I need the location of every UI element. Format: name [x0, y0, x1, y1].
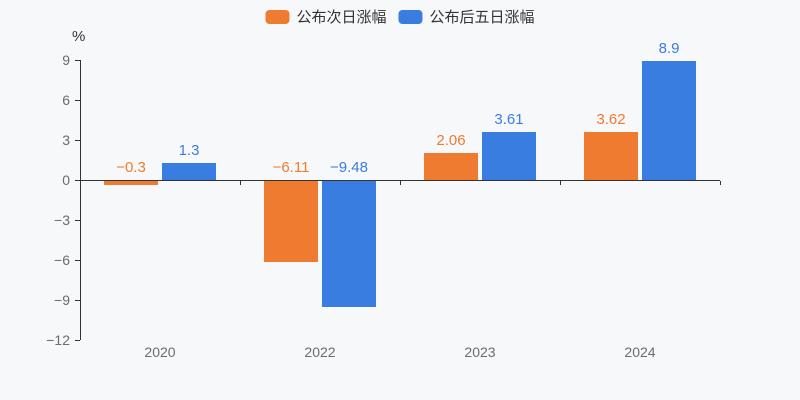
y-tick-label: 6: [62, 92, 70, 108]
bar-value-label: 8.9: [658, 40, 680, 58]
y-axis-tick: [75, 300, 80, 301]
bar-2020-series2[interactable]: [162, 162, 216, 180]
bar-value-label: 2.06: [436, 131, 466, 149]
legend-label-five-day-change: 公布后五日涨幅: [429, 9, 535, 26]
bar-value-label: 3.62: [596, 110, 626, 128]
bar-value-label: −9.48: [330, 159, 368, 176]
legend-item-five-day-change[interactable]: 公布后五日涨幅: [398, 6, 535, 27]
bar-value-label: −6.11: [272, 159, 310, 176]
bar-2023-series2[interactable]: [482, 131, 536, 180]
y-axis-unit-label: %: [72, 28, 86, 45]
bar-value-label: 1.3: [178, 141, 200, 159]
legend-marker-blue: [398, 9, 423, 24]
y-tick-label: 9: [62, 52, 70, 68]
legend-item-next-day-change[interactable]: 公布次日涨幅: [265, 6, 387, 27]
y-axis-tick: [75, 60, 80, 61]
bar-2022-series1[interactable]: [264, 181, 318, 263]
bar-value-label: −0.3: [116, 159, 146, 176]
x-axis-tick: [400, 181, 401, 185]
legend-marker-orange: [265, 9, 290, 24]
bar-2024-series2[interactable]: [642, 61, 696, 180]
y-axis-tick: [75, 100, 80, 101]
x-tick-label: 2023: [464, 344, 496, 360]
y-tick-label: −6: [54, 252, 70, 268]
y-tick-label: 3: [62, 132, 70, 148]
x-axis-tick: [720, 181, 721, 185]
bar-2020-series1[interactable]: [104, 181, 158, 185]
bar-2024-series1[interactable]: [584, 131, 638, 180]
x-axis-tick: [240, 181, 241, 185]
y-axis-line: [80, 60, 81, 340]
y-axis-tick: [75, 180, 80, 181]
y-tick-label: −12: [46, 332, 70, 348]
legend-label-next-day-change: 公布次日涨幅: [296, 9, 387, 26]
x-axis-tick: [560, 181, 561, 185]
x-tick-label: 2024: [624, 344, 656, 360]
x-tick-label: 2020: [144, 344, 176, 360]
y-tick-label: −3: [54, 212, 70, 228]
bar-2022-series2[interactable]: [322, 181, 376, 308]
y-axis-tick: [75, 140, 80, 141]
x-tick-label: 2022: [304, 344, 336, 360]
bar-value-label: 3.61: [494, 110, 524, 128]
y-axis-tick: [75, 340, 80, 341]
y-tick-label: −9: [54, 292, 70, 308]
y-axis-tick: [75, 260, 80, 261]
chart-legend: 公布次日涨幅 公布后五日涨幅: [265, 6, 535, 27]
y-axis-tick: [75, 220, 80, 221]
x-axis-line: [80, 180, 720, 181]
bar-2023-series1[interactable]: [424, 152, 478, 180]
y-tick-label: 0: [62, 172, 70, 188]
